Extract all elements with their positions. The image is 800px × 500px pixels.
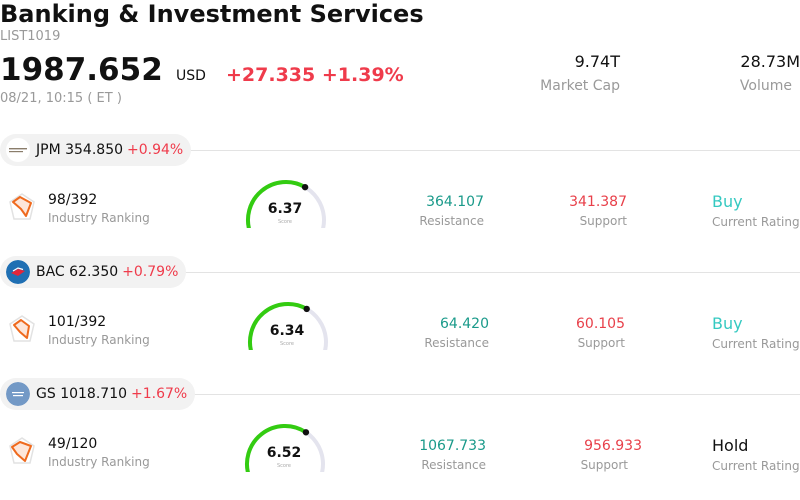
score-value: 6.34 xyxy=(269,323,305,339)
quote-datetime: 08/21, 10:15 ( ET ) xyxy=(0,91,122,106)
resistance-value: 64.420 xyxy=(440,316,489,332)
score-caption: Score xyxy=(277,219,292,225)
score-value: 6.52 xyxy=(266,445,302,461)
support-label: Support xyxy=(579,214,627,228)
stock-ticker: BAC xyxy=(36,264,65,280)
score-value: 6.37 xyxy=(267,201,303,217)
resistance-label: Resistance xyxy=(419,214,484,228)
score-caption: Score xyxy=(276,463,291,469)
gauge-fill xyxy=(248,302,309,350)
gauge-fill xyxy=(245,424,308,472)
index-change-value: +27.335 xyxy=(226,64,316,86)
current-rating-label: Current Rating xyxy=(712,215,800,229)
volume-label: Volume xyxy=(739,78,792,94)
current-rating-value: Hold xyxy=(712,436,749,455)
support-label: Support xyxy=(580,458,628,472)
stock-price: 1018.710 xyxy=(60,386,128,402)
gauge-marker xyxy=(303,305,310,313)
volume-value: 28.73M xyxy=(740,52,800,71)
industry-ranking-value: 98/392 xyxy=(48,192,98,208)
index-change: +27.335 +1.39% xyxy=(226,64,404,86)
index-code: LIST1019 xyxy=(0,29,61,44)
stock-change-percent: +0.94% xyxy=(127,142,184,158)
industry-ranking-label: Industry Ranking xyxy=(48,455,150,469)
stock-change-percent: +0.79% xyxy=(122,264,179,280)
stock-section-bac: BAC 62.350 +0.79% 101/392 Industry Rankin… xyxy=(0,256,800,378)
stock-price: 354.850 xyxy=(65,142,124,158)
ranking-radar-icon xyxy=(9,193,35,220)
bank-of-america-logo-icon xyxy=(6,260,30,284)
industry-ranking-value: 49/120 xyxy=(48,436,98,452)
stock-pill-bac[interactable]: BAC 62.350 +0.79% xyxy=(0,256,187,288)
stock-pill-gs[interactable]: GS 1018.710 +1.67% xyxy=(0,378,196,410)
index-price: 1987.652 xyxy=(0,52,163,88)
market-cap-label: Market Cap xyxy=(540,78,620,94)
gauge-marker xyxy=(302,429,310,436)
jpmorgan-logo-icon xyxy=(6,138,30,162)
support-value: 341.387 xyxy=(569,194,627,210)
ranking-radar-icon xyxy=(9,437,35,464)
stock-section-jpm: JPM 354.850 +0.94% 98/392 Industry Rankin… xyxy=(0,134,800,256)
index-change-percent: +1.39% xyxy=(321,64,404,86)
stock-price: 62.350 xyxy=(69,264,119,280)
score-caption: Score xyxy=(279,341,294,347)
gauge-fill xyxy=(246,180,308,228)
goldman-sachs-logo-icon xyxy=(6,382,30,406)
resistance-label: Resistance xyxy=(421,458,486,472)
score-gauge xyxy=(245,424,325,472)
resistance-label: Resistance xyxy=(424,336,489,350)
stock-change-percent: +1.67% xyxy=(131,386,188,402)
current-rating-label: Current Rating xyxy=(712,459,800,473)
industry-ranking-label: Industry Ranking xyxy=(48,211,150,225)
stock-section-gs: GS 1018.710 +1.67% 49/120 Industry Rankin… xyxy=(0,378,800,500)
section-divider xyxy=(0,272,800,273)
section-divider xyxy=(0,394,800,395)
section-divider xyxy=(0,150,800,151)
support-value: 60.105 xyxy=(576,316,625,332)
support-label: Support xyxy=(577,336,625,350)
current-rating-value: Buy xyxy=(712,192,743,211)
score-gauge xyxy=(246,180,326,228)
current-rating-label: Current Rating xyxy=(712,337,800,351)
industry-ranking-label: Industry Ranking xyxy=(48,333,150,347)
ranking-radar-icon xyxy=(9,315,35,342)
gauge-marker xyxy=(301,183,309,191)
current-rating-value: Buy xyxy=(712,314,743,333)
support-value: 956.933 xyxy=(584,438,642,454)
stock-pill-jpm[interactable]: JPM 354.850 +0.94% xyxy=(0,134,192,166)
industry-ranking-value: 101/392 xyxy=(48,314,107,330)
currency-label: USD xyxy=(176,68,206,84)
resistance-value: 364.107 xyxy=(426,194,484,210)
resistance-value: 1067.733 xyxy=(419,438,486,454)
stock-ticker: JPM xyxy=(36,142,61,158)
score-gauge xyxy=(248,302,328,350)
page-title: Banking & Investment Services xyxy=(0,0,424,28)
market-cap-value: 9.74T xyxy=(574,52,620,71)
stock-ticker: GS xyxy=(36,386,56,402)
